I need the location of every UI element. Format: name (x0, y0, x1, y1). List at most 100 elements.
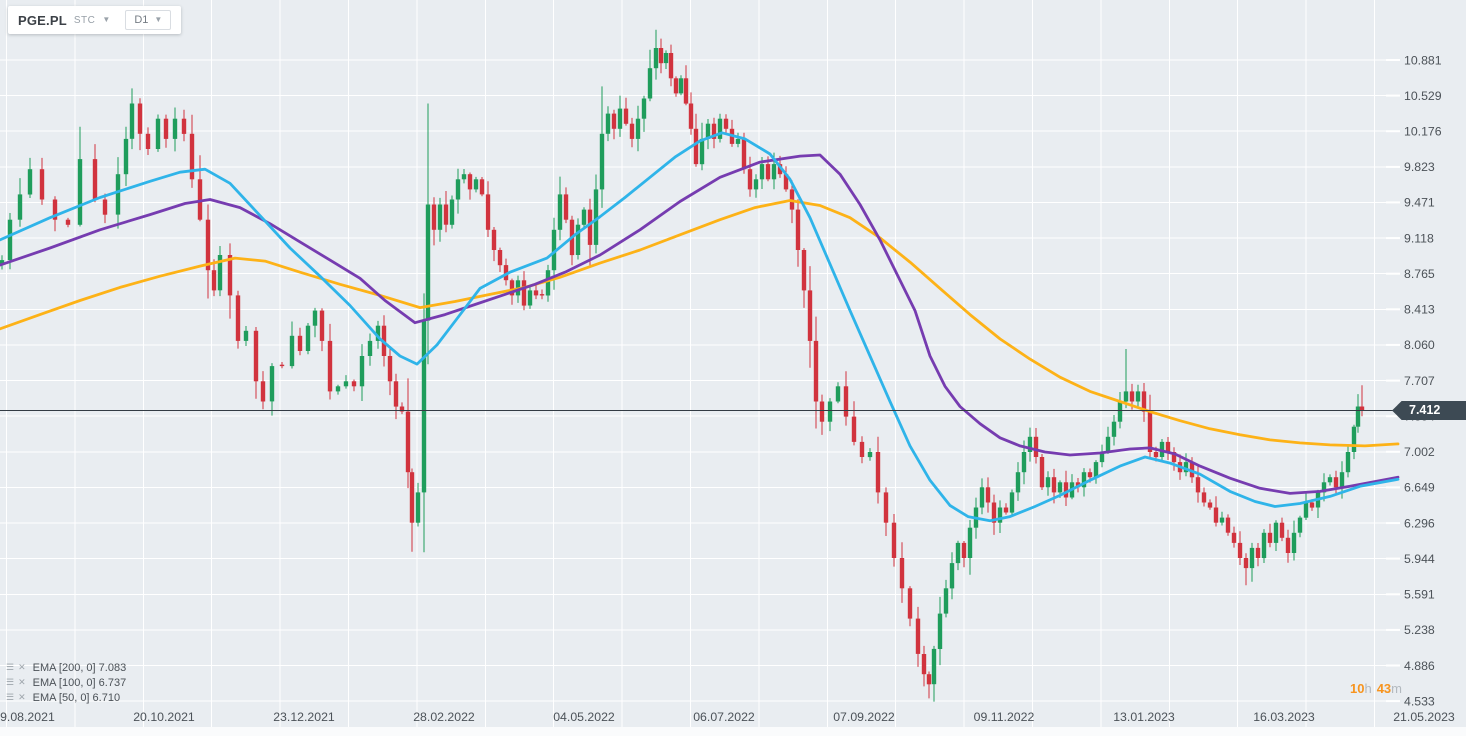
candle (653, 29, 659, 80)
candle (351, 379, 357, 392)
candle (521, 271, 527, 311)
candle (949, 552, 955, 600)
candle (967, 520, 973, 575)
candle (421, 293, 427, 553)
candle (1111, 415, 1117, 446)
horizontal-gridlines (0, 59, 1400, 702)
date-tick-label: 23.12.2021 (273, 710, 335, 724)
candle (163, 114, 169, 148)
candle (921, 645, 927, 687)
candle (1225, 514, 1231, 536)
candles-layer (0, 29, 1365, 702)
timeframe-value: D1 (134, 14, 149, 26)
candle (393, 373, 399, 420)
price-tick-label: 10.881 (1404, 53, 1442, 67)
candle (102, 193, 108, 224)
candle (693, 113, 699, 167)
candle (217, 246, 223, 297)
candle (1291, 520, 1297, 561)
candle (705, 119, 711, 150)
chevron-down-icon[interactable]: ▼ (154, 15, 163, 24)
candle (1249, 542, 1255, 582)
candle (17, 178, 23, 227)
candle (717, 113, 723, 143)
candle (497, 247, 503, 272)
candle (415, 482, 421, 527)
candle (1345, 444, 1351, 478)
indicator-remove-icon[interactable]: ✕ (18, 662, 26, 672)
candle (859, 436, 865, 464)
time-axis[interactable]: 19.08.2021 20.10.2021 23.12.2021 28.02.2022… (0, 710, 1455, 724)
date-tick-label: 19.08.2021 (0, 710, 55, 724)
candle (641, 95, 647, 132)
legend-row-ema50: ☰ ✕ EMA [50, 0] 6.710 (6, 690, 126, 705)
candle (891, 514, 897, 567)
current-price-badge: 7.412 (1392, 401, 1466, 420)
candle (425, 103, 431, 365)
candle (485, 181, 491, 237)
candle (1165, 437, 1171, 460)
ema-100-line (0, 153, 1400, 495)
candle (0, 255, 5, 270)
chevron-down-icon[interactable]: ▼ (102, 15, 111, 24)
candle (52, 196, 58, 232)
symbol-name: PGE.PL (18, 12, 67, 28)
candle (1237, 531, 1243, 565)
timeframe-dropdown[interactable]: D1 ▼ (125, 10, 172, 30)
indicator-legend: ☰ ✕ EMA [200, 0] 7.083 ☰ ✕ EMA [100, 0] … (6, 660, 126, 705)
candle (1033, 428, 1039, 464)
candle (1243, 553, 1249, 586)
candle (335, 384, 341, 395)
price-tick-label: 4.533 (1404, 694, 1435, 708)
candle (77, 126, 83, 227)
symbol-card[interactable]: PGE.PL STC ▼ D1 ▼ (8, 6, 182, 34)
bottom-strip (0, 727, 1466, 736)
price-tick-label: 6.296 (1404, 516, 1435, 530)
indicator-remove-icon[interactable]: ✕ (18, 692, 26, 702)
candle (343, 375, 349, 389)
candle (1359, 385, 1365, 417)
candle (449, 195, 455, 229)
candle (795, 199, 801, 267)
price-tick-label: 10.529 (1404, 89, 1442, 103)
indicator-remove-icon[interactable]: ✕ (18, 677, 26, 687)
candle (437, 197, 443, 242)
price-tick-label: 9.823 (1404, 160, 1435, 174)
candle (668, 44, 674, 87)
candle (129, 88, 135, 150)
candle (227, 243, 233, 319)
price-axis[interactable]: 10.881 10.529 10.176 9.823 9.471 9.118 8.765 8.… (1386, 53, 1442, 708)
candle (575, 218, 581, 260)
indicator-settings-icon[interactable]: ☰ (6, 677, 15, 687)
candle (431, 197, 437, 246)
candle (387, 346, 393, 396)
date-tick-label: 06.07.2022 (693, 710, 755, 724)
candle (1123, 349, 1129, 409)
date-tick-label: 09.11.2022 (974, 710, 1035, 724)
candle (1171, 447, 1177, 471)
candle (7, 213, 13, 270)
candle (367, 333, 373, 366)
candle (997, 500, 1003, 533)
indicator-settings-icon[interactable]: ☰ (6, 662, 15, 672)
indicator-label: EMA [100, 0] 6.737 (32, 676, 127, 689)
candle (813, 316, 819, 429)
date-tick-label: 28.02.2022 (413, 710, 475, 724)
date-tick-label: 04.05.2022 (553, 710, 615, 724)
candle (629, 117, 635, 148)
indicator-label: EMA [50, 0] 6.710 (32, 691, 121, 704)
countdown-hours: 10 (1349, 681, 1365, 696)
candle (1351, 424, 1357, 460)
candle (197, 155, 203, 222)
candle (1327, 474, 1333, 486)
candle (327, 323, 333, 400)
candle (955, 540, 961, 571)
candle (783, 166, 789, 192)
candle (593, 174, 599, 254)
indicator-settings-icon[interactable]: ☰ (6, 692, 15, 702)
price-tick-label: 7.707 (1404, 374, 1435, 388)
candle (1027, 427, 1033, 462)
candle (819, 394, 825, 435)
